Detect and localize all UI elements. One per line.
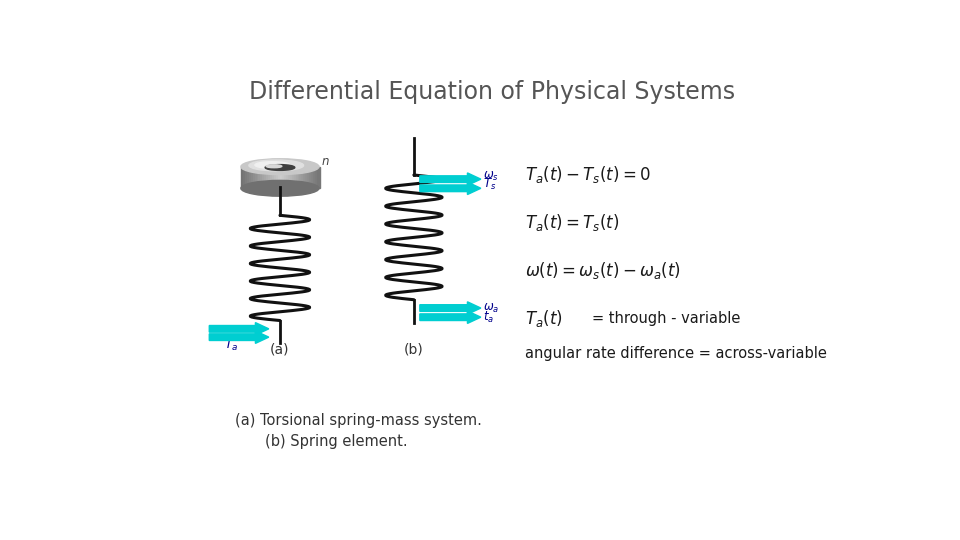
Bar [294,167,297,188]
Bar [307,167,310,188]
Bar [247,167,250,188]
Ellipse shape [241,159,319,174]
Text: $T_a(t) = T_s(t)$: $T_a(t) = T_s(t)$ [525,212,620,233]
Bar [260,167,263,188]
Bar [313,167,316,188]
Text: = through - variable: = through - variable [592,311,741,326]
Bar [278,167,280,188]
Text: (a): (a) [270,343,290,357]
Text: $T_s$: $T_s$ [483,177,496,192]
Bar [256,167,259,188]
Text: angular rate difference = across-variable: angular rate difference = across-variabl… [525,346,828,361]
FancyArrow shape [420,302,481,314]
Bar [251,167,253,188]
Bar [298,167,300,188]
Bar [300,167,302,188]
Bar [309,167,312,188]
Text: $\omega_a$: $\omega_a$ [483,301,499,315]
Bar [254,167,257,188]
Bar [276,167,278,188]
Text: (b): (b) [404,343,423,357]
Bar [241,167,244,188]
Bar [292,167,295,188]
Text: $T_a(t) - T_s(t) = 0$: $T_a(t) - T_s(t) = 0$ [525,165,651,185]
Bar [252,167,255,188]
Bar [290,167,293,188]
Ellipse shape [241,180,319,196]
Text: $T_a$: $T_a$ [225,338,239,353]
Bar [311,167,314,188]
FancyArrow shape [420,311,481,323]
Bar [317,167,320,188]
Bar [296,167,299,188]
Bar [264,167,267,188]
Bar [282,167,284,188]
Text: $T_a(t)$: $T_a(t)$ [525,308,564,329]
FancyArrow shape [209,322,269,335]
Ellipse shape [265,165,295,171]
Text: $\omega(t) = \omega_s(t) - \omega_a(t)$: $\omega(t) = \omega_s(t) - \omega_a(t)$ [525,260,682,281]
Text: Differential Equation of Physical Systems: Differential Equation of Physical System… [249,80,735,104]
Text: $\omega_s$: $\omega_s$ [483,170,499,183]
FancyArrow shape [420,173,481,185]
Bar [245,167,248,188]
FancyArrow shape [209,331,269,343]
Bar [303,167,306,188]
Bar [270,167,273,188]
Bar [305,167,308,188]
FancyArrow shape [420,182,481,194]
Bar [262,167,265,188]
Text: (a) Torsional spring-mass system.: (a) Torsional spring-mass system. [235,413,482,428]
Bar [315,167,318,188]
Bar [301,167,304,188]
Bar [284,167,287,188]
Bar [266,167,269,188]
Bar [268,167,271,188]
Bar [286,167,289,188]
Bar [258,167,261,188]
Ellipse shape [249,160,303,171]
Text: $t_a$: $t_a$ [483,309,494,325]
Text: $n$: $n$ [321,154,329,167]
Bar [272,167,275,188]
Ellipse shape [266,165,282,168]
Text: (b) Spring element.: (b) Spring element. [265,434,408,449]
Bar [243,167,246,188]
Bar [275,167,276,188]
Ellipse shape [255,161,290,168]
Bar [249,167,252,188]
Bar [288,167,291,188]
Bar [280,167,282,188]
